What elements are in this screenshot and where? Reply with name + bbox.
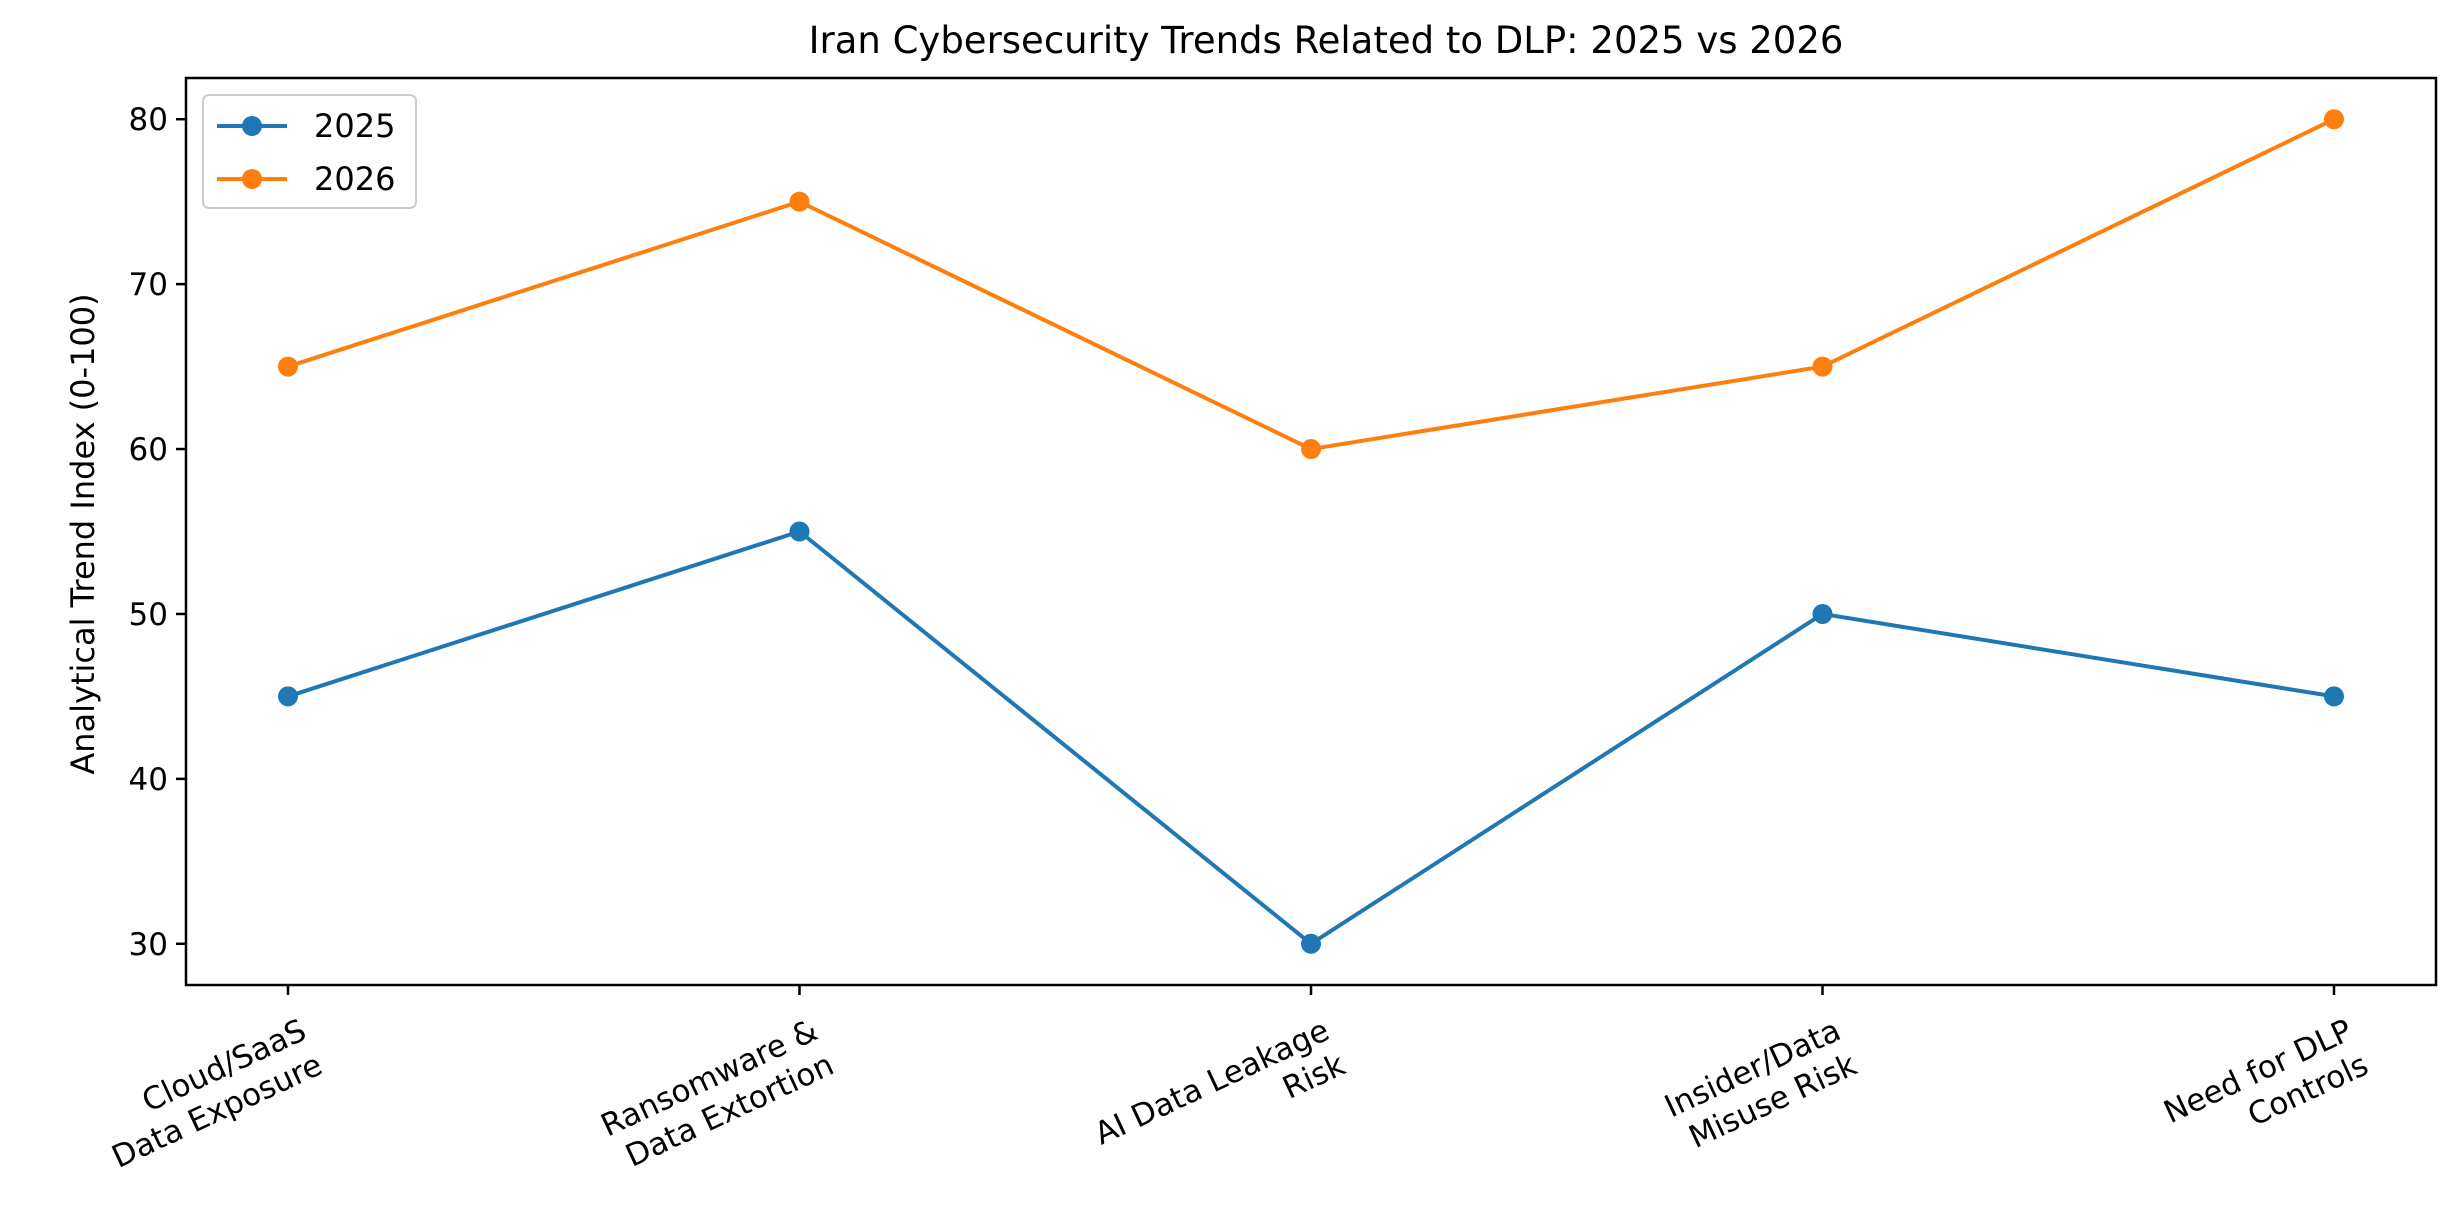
data-point-2025 [278,686,298,707]
y-tick-label: 50 [129,597,168,633]
y-tick-label: 60 [129,432,168,468]
data-point-2026 [789,191,810,212]
y-tick-label: 70 [129,267,168,303]
data-point-2026 [278,356,298,377]
legend-label-2025: 2025 [314,107,395,145]
y-axis-label: Analytical Trend Index (0-100) [64,293,102,774]
chart-title: Iran Cybersecurity Trends Related to DLP… [809,19,1844,62]
legend-marker-2025 [242,116,262,136]
data-point-2026 [1812,356,1833,377]
y-tick-label: 40 [129,762,168,798]
data-point-2025 [1301,933,1321,954]
plot-frame [184,76,2438,987]
data-point-2026 [2324,109,2344,130]
y-tick-label: 30 [129,927,168,963]
legend-marker-2026 [242,169,262,189]
data-point-2025 [2324,686,2344,707]
legend-label-2026: 2026 [314,160,395,198]
data-point-2025 [789,521,810,542]
y-tick-label: 80 [129,102,168,138]
data-point-2026 [1301,439,1321,460]
data-point-2025 [1812,603,1833,624]
